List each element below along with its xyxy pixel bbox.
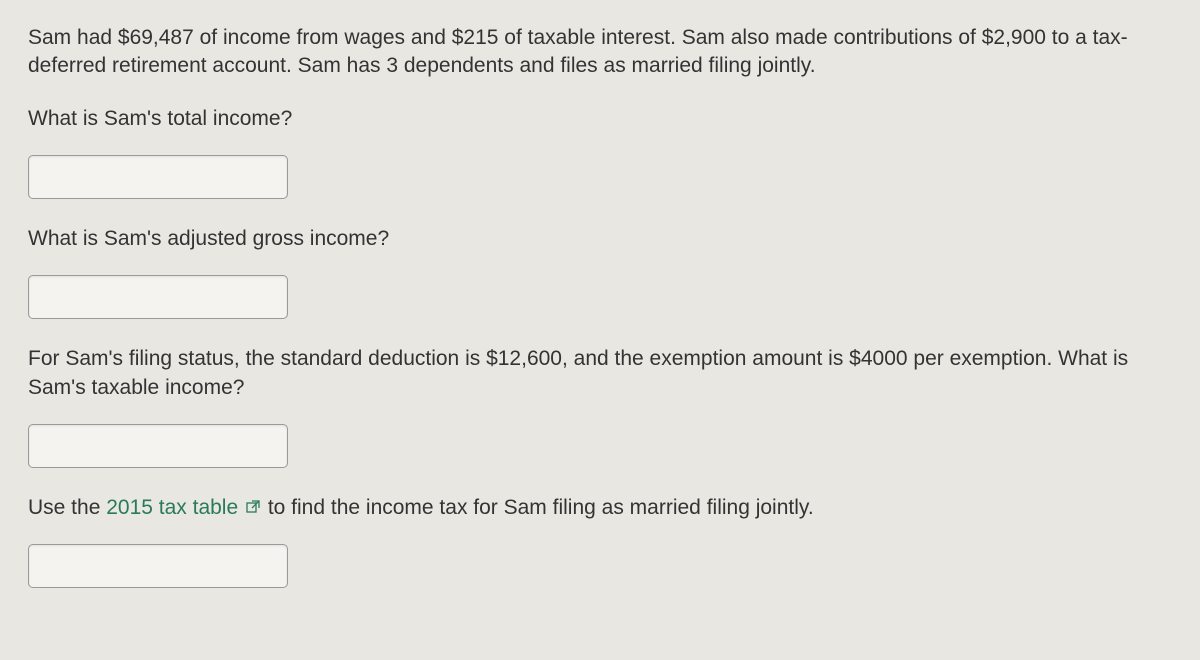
question-1-label: What is Sam's total income? — [28, 105, 1172, 133]
problem-statement: Sam had $69,487 of income from wages and… — [28, 24, 1172, 81]
question-2-label: What is Sam's adjusted gross income? — [28, 225, 1172, 253]
taxable-income-input[interactable] — [28, 424, 288, 468]
adjusted-gross-income-input[interactable] — [28, 275, 288, 319]
total-income-input[interactable] — [28, 155, 288, 199]
income-tax-input[interactable] — [28, 544, 288, 588]
question-4-prefix: Use the — [28, 496, 106, 519]
tax-table-link-text: 2015 tax table — [106, 496, 238, 519]
question-3-label: For Sam's filing status, the standard de… — [28, 345, 1172, 402]
question-4-label: Use the 2015 tax table to find the incom… — [28, 494, 1172, 522]
tax-table-link[interactable]: 2015 tax table — [106, 496, 262, 519]
question-4-suffix: to find the income tax for Sam filing as… — [262, 496, 814, 519]
external-link-icon — [246, 494, 260, 522]
